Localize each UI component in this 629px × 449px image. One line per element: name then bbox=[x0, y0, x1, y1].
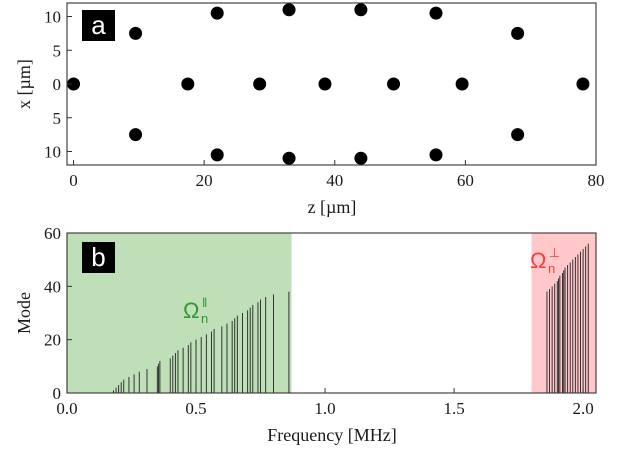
panel-b-letter: b bbox=[91, 242, 105, 272]
omega-subscript: n bbox=[548, 261, 555, 276]
y-tick-label: 10 bbox=[44, 8, 61, 27]
ion-point bbox=[210, 148, 224, 162]
ion-point bbox=[429, 148, 443, 162]
ion-point bbox=[354, 151, 368, 165]
y-tick-label: 5 bbox=[53, 41, 62, 60]
panel-a-letter: a bbox=[91, 10, 106, 40]
x-tick-label: 1.0 bbox=[314, 399, 335, 418]
panel-a-y-ticks: 10 5 0 5 10 bbox=[44, 8, 72, 162]
omega-superscript: ‖ bbox=[202, 295, 207, 310]
frequency-regions bbox=[67, 233, 596, 393]
panel-b-frame bbox=[66, 232, 597, 394]
panel-b-y-ticks: 0 20 40 60 bbox=[44, 224, 72, 403]
ion-point bbox=[387, 77, 401, 91]
omega-subscript: n bbox=[201, 311, 208, 326]
ion-point bbox=[511, 128, 525, 142]
ion-point bbox=[129, 128, 143, 142]
x-tick-label: 60 bbox=[457, 171, 474, 190]
x-tick-label: 20 bbox=[196, 171, 213, 190]
y-tick-label: 10 bbox=[44, 143, 61, 162]
x-tick-label: 2.0 bbox=[572, 399, 593, 418]
panel-a-ion-positions: 0 20 40 60 80 10 5 0 5 10 a z [µm] x [µm] bbox=[14, 2, 605, 217]
panel-b-x-ticks: 0.0 0.5 1.0 1.5 2.0 bbox=[56, 388, 594, 418]
ion-point bbox=[318, 77, 332, 91]
panel-a-ylabel: x [µm] bbox=[14, 59, 34, 109]
ion-point bbox=[253, 77, 267, 91]
x-tick-label: 80 bbox=[588, 171, 605, 190]
x-tick-label: 0.0 bbox=[56, 399, 77, 418]
x-tick-label: 1.5 bbox=[443, 399, 464, 418]
ion-point bbox=[282, 151, 296, 165]
ion-point bbox=[576, 77, 590, 91]
ion-points bbox=[67, 3, 590, 165]
ion-point bbox=[210, 6, 224, 20]
y-tick-label: 60 bbox=[44, 224, 61, 243]
panel-a-xlabel: z [µm] bbox=[308, 197, 357, 217]
ion-point bbox=[455, 77, 469, 91]
y-tick-label: 5 bbox=[53, 109, 62, 128]
ion-point bbox=[354, 3, 368, 17]
ion-point bbox=[181, 77, 195, 91]
mode-lines bbox=[112, 243, 589, 393]
x-tick-label: 0 bbox=[69, 171, 78, 190]
x-tick-label: 0.5 bbox=[185, 399, 206, 418]
ion-point bbox=[429, 6, 443, 20]
y-tick-label: 0 bbox=[53, 75, 62, 94]
panel-b-xlabel: Frequency [MHz] bbox=[267, 425, 396, 445]
ion-point bbox=[67, 77, 81, 91]
panel-b-letter-box bbox=[82, 242, 115, 273]
y-tick-label: 20 bbox=[44, 331, 61, 350]
omega-parallel-label: Ω bbox=[183, 298, 199, 323]
x-tick-label: 40 bbox=[326, 171, 343, 190]
ion-point bbox=[511, 26, 525, 40]
omega-perp-label: Ω bbox=[530, 248, 546, 273]
y-tick-label: 0 bbox=[53, 384, 62, 403]
ion-point bbox=[129, 26, 143, 40]
panel-a-letter-box bbox=[82, 10, 115, 41]
omega-superscript: ⊥ bbox=[549, 245, 560, 260]
y-tick-label: 40 bbox=[44, 277, 61, 296]
panel-a-x-ticks: 0 20 40 60 80 bbox=[69, 160, 605, 190]
ion-point bbox=[282, 3, 296, 17]
panel-b-ylabel: Mode bbox=[14, 292, 34, 334]
